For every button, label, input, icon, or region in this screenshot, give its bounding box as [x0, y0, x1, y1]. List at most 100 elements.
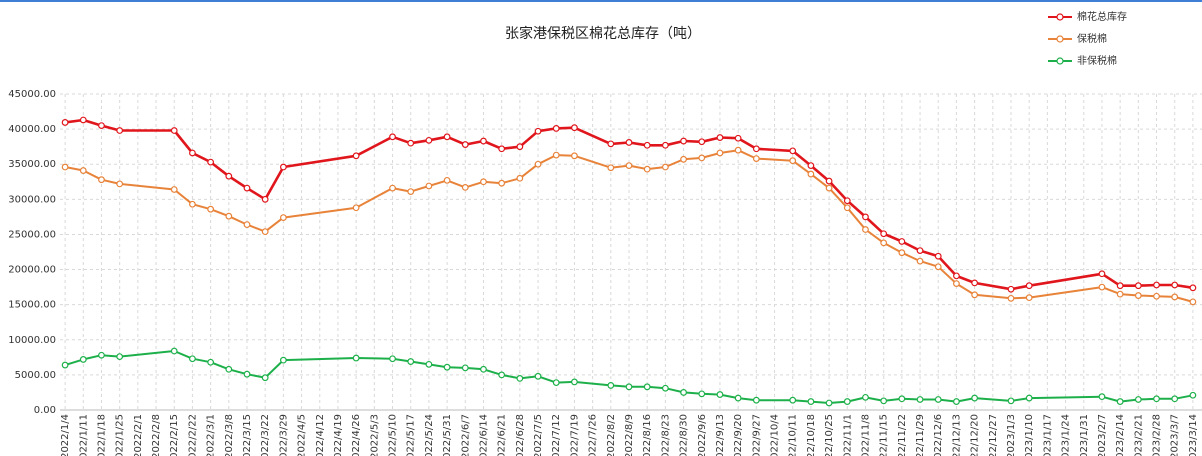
data-point	[698, 154, 706, 162]
data-point	[1116, 398, 1124, 405]
data-point	[880, 239, 888, 247]
legend-label: 保税棉	[1077, 32, 1107, 45]
x-tick-label: 2022/3/22	[260, 414, 271, 456]
data-point	[862, 213, 869, 221]
data-point	[571, 378, 578, 386]
data-point	[425, 360, 433, 368]
x-tick-label: 2022/1/4	[60, 414, 71, 456]
data-point	[480, 365, 487, 373]
data-point	[534, 127, 542, 135]
data-point	[79, 116, 87, 124]
legend-marker	[1056, 13, 1064, 21]
x-tick-label: 2022/10/18	[806, 414, 817, 456]
data-point	[880, 230, 888, 238]
data-point	[61, 119, 69, 126]
x-tick-label: 2022/6/21	[497, 414, 508, 456]
data-point	[407, 188, 415, 196]
x-tick-label: 2023/1/24	[1061, 414, 1072, 456]
data-point	[389, 355, 396, 363]
x-tick-label: 2022/11/29	[915, 414, 926, 456]
x-tick-label: 2023/1/3	[1006, 414, 1017, 456]
y-tick-label: 45000.00	[8, 89, 56, 100]
data-point	[752, 155, 760, 163]
data-point	[516, 375, 524, 382]
x-tick-label: 2023/2/14	[1115, 414, 1126, 456]
x-tick-label: 2022/5/3	[369, 414, 380, 456]
x-tick-label: 2022/12/20	[970, 414, 981, 456]
data-point	[1007, 294, 1015, 302]
data-point	[461, 183, 469, 191]
y-tick-label: 15000.00	[8, 300, 56, 311]
x-tick-label: 2022/7/12	[551, 414, 562, 456]
data-point	[1189, 284, 1197, 292]
data-point	[480, 137, 487, 145]
data-point	[189, 355, 196, 363]
data-point	[1134, 282, 1142, 290]
data-point	[843, 197, 851, 205]
x-tick-label: 2022/3/15	[242, 414, 253, 456]
x-tick-label: 2022/11/22	[897, 414, 908, 456]
data-point	[261, 374, 269, 382]
data-point	[279, 163, 287, 171]
data-point	[170, 127, 178, 134]
data-point	[953, 272, 960, 280]
data-point	[934, 263, 942, 271]
data-point	[625, 162, 633, 170]
data-point	[698, 390, 706, 398]
data-point	[789, 147, 797, 155]
data-point	[807, 170, 815, 178]
data-point	[79, 167, 87, 174]
x-tick-label: 2022/1/11	[78, 414, 89, 456]
x-tick-label: 2022/4/19	[333, 414, 344, 456]
data-point	[1116, 282, 1124, 290]
x-tick-label: 2022/9/13	[715, 414, 726, 456]
data-point	[443, 133, 451, 141]
x-tick-label: 2022/10/11	[788, 414, 799, 456]
x-tick-label: 2022/4/26	[351, 414, 362, 456]
data-point	[98, 351, 105, 359]
data-point	[1134, 396, 1142, 403]
x-tick-label: 2022/6/28	[515, 414, 526, 456]
x-tick-label: 2023/1/31	[1079, 414, 1090, 456]
data-point	[825, 184, 833, 192]
data-point	[1171, 281, 1179, 289]
legend-marker	[1056, 35, 1064, 43]
data-point	[461, 364, 469, 372]
x-tick-label: 2023/3/7	[1170, 414, 1181, 456]
data-point	[716, 149, 724, 157]
x-tick-label: 2023/1/10	[1024, 414, 1035, 456]
x-tick-label: 2022/7/26	[588, 414, 599, 456]
x-tick-label: 2022/8/9	[624, 414, 635, 456]
x-tick-label: 2022/2/1	[133, 414, 144, 456]
x-tick-label: 2022/11/15	[879, 414, 890, 456]
data-point	[98, 176, 105, 184]
data-point	[225, 172, 233, 180]
y-tick-label: 0.00	[34, 405, 56, 416]
data-point	[243, 184, 251, 192]
data-point	[116, 127, 124, 134]
data-point	[407, 139, 415, 147]
data-point	[734, 134, 742, 142]
data-point	[534, 160, 542, 168]
y-tick-label: 5000.00	[15, 370, 56, 381]
data-point	[498, 145, 506, 153]
x-tick-label: 2022/3/1	[206, 414, 217, 456]
y-tick-label: 40000.00	[8, 124, 56, 135]
x-tick-label: 2023/3/14	[1188, 414, 1199, 456]
x-tick-label: 2023/1/17	[1042, 414, 1053, 456]
data-point	[734, 146, 742, 154]
x-tick-label: 2022/2/8	[151, 414, 162, 456]
data-point	[480, 178, 487, 186]
data-point	[843, 398, 851, 405]
data-point	[953, 398, 960, 405]
data-point	[552, 151, 560, 159]
x-tick-label: 2022/8/16	[642, 414, 653, 456]
data-point	[279, 214, 287, 221]
y-tick-label: 35000.00	[8, 159, 56, 170]
data-point	[1025, 294, 1033, 302]
x-tick-label: 2022/9/6	[697, 414, 708, 456]
data-point	[243, 221, 251, 229]
data-point	[98, 122, 105, 129]
data-point	[1007, 285, 1015, 293]
